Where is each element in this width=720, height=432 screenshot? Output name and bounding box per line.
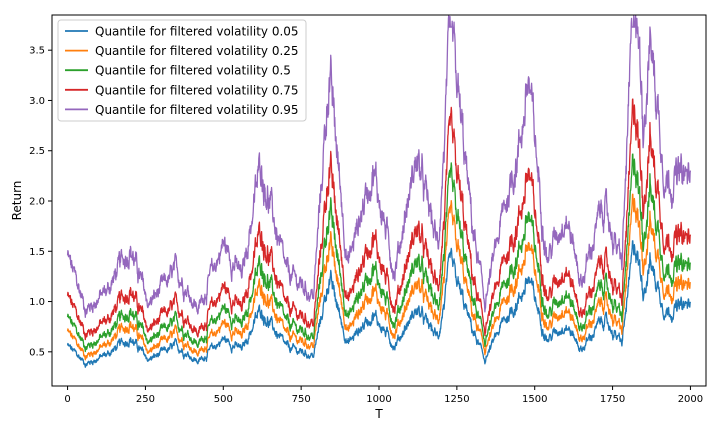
- y-tick-label: 2.5: [29, 146, 45, 157]
- legend-box: [57, 19, 307, 122]
- x-axis-ticks: 0 250 500 750 1000 1250 1500 1750 2000: [64, 386, 703, 405]
- legend-entry-3: Quantile for filtered volatility 0.75: [95, 83, 299, 97]
- legend-entry-4: Quantile for filtered volatility 0.95: [95, 103, 299, 117]
- series-line-1: [66, 193, 692, 361]
- y-axis-label: Return: [10, 181, 24, 221]
- x-tick-label: 1500: [522, 394, 547, 405]
- legend-entry-0: Quantile for filtered volatility 0.05: [95, 25, 299, 39]
- x-tick-label: 0: [64, 394, 70, 405]
- x-axis-label: T: [374, 407, 383, 421]
- x-tick-label: 2000: [678, 394, 703, 405]
- series-line-0: [66, 240, 692, 368]
- series-line-4: [66, 14, 692, 318]
- x-tick-label: 250: [136, 394, 155, 405]
- x-tick-label: 500: [214, 394, 233, 405]
- series-line-2: [66, 153, 692, 353]
- y-tick-label: 1.5: [29, 247, 45, 258]
- x-tick-label: 1250: [444, 394, 469, 405]
- y-tick-label: 1.0: [29, 297, 45, 308]
- y-tick-label: 0.5: [29, 347, 45, 358]
- x-tick-label: 1750: [600, 394, 625, 405]
- x-tick-label: 750: [292, 394, 311, 405]
- y-tick-label: 2.0: [29, 197, 45, 208]
- y-axis-ticks: 0.5 1.0 1.5 2.0 2.5 3.0 3.5: [29, 46, 52, 358]
- legend: Quantile for filtered volatility 0.05 Qua…: [57, 19, 307, 122]
- legend-entry-1: Quantile for filtered volatility 0.25: [95, 44, 299, 58]
- y-tick-label: 3.5: [29, 46, 45, 57]
- series-layer: [66, 14, 692, 368]
- legend-entry-2: Quantile for filtered volatility 0.5: [95, 64, 291, 78]
- x-tick-label: 1000: [366, 394, 391, 405]
- y-tick-label: 3.0: [29, 96, 45, 107]
- series-line-3: [66, 98, 692, 341]
